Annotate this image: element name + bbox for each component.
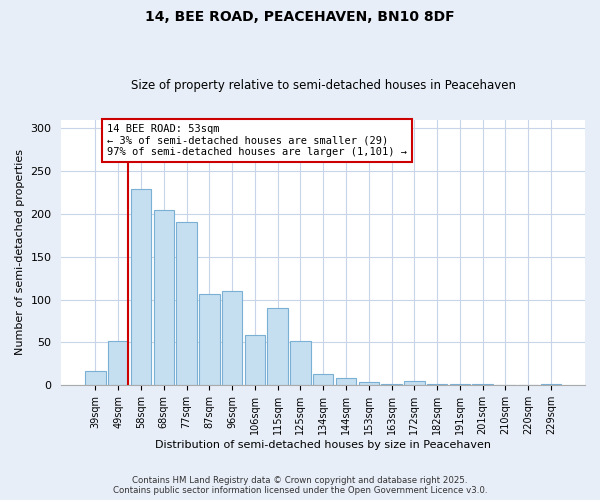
Bar (290, 341, 311, 386)
Bar (541, 384, 561, 386)
Bar (268, 308, 288, 386)
Bar (449, 384, 470, 386)
Text: 14 BEE ROAD: 53sqm
← 3% of semi-detached houses are smaller (29)
97% of semi-det: 14 BEE ROAD: 53sqm ← 3% of semi-detached… (107, 124, 407, 157)
Bar (108, 341, 128, 386)
Bar (359, 382, 379, 386)
Bar (85, 371, 106, 386)
X-axis label: Distribution of semi-detached houses by size in Peacehaven: Distribution of semi-detached houses by … (155, 440, 491, 450)
Bar (427, 384, 448, 386)
Bar (222, 291, 242, 386)
Bar (404, 381, 425, 386)
Bar (154, 210, 174, 386)
Title: Size of property relative to semi-detached houses in Peacehaven: Size of property relative to semi-detach… (131, 79, 516, 92)
Bar (199, 294, 220, 386)
Text: Contains HM Land Registry data © Crown copyright and database right 2025.
Contai: Contains HM Land Registry data © Crown c… (113, 476, 487, 495)
Bar (472, 384, 493, 386)
Bar (245, 335, 265, 386)
Y-axis label: Number of semi-detached properties: Number of semi-detached properties (15, 150, 25, 356)
Bar (336, 378, 356, 386)
Bar (131, 189, 151, 386)
Bar (176, 222, 197, 386)
Bar (313, 374, 334, 386)
Text: 14, BEE ROAD, PEACEHAVEN, BN10 8DF: 14, BEE ROAD, PEACEHAVEN, BN10 8DF (145, 10, 455, 24)
Bar (381, 384, 402, 386)
